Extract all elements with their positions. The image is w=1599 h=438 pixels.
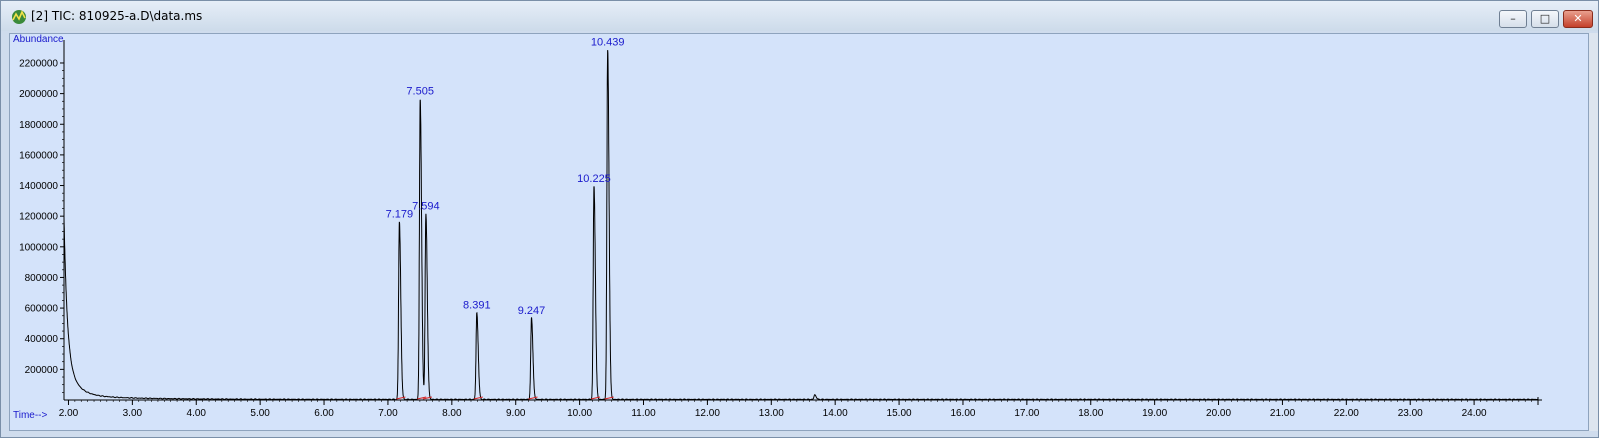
y-axis-title: Abundance [13, 34, 64, 45]
close-button[interactable]: ✕ [1563, 10, 1593, 28]
y-tick-label: 1200000 [19, 212, 58, 223]
maximize-button[interactable]: □ [1531, 10, 1559, 28]
peak-baseline-marker [604, 396, 614, 400]
y-tick-label: 600000 [25, 304, 59, 315]
x-axis-title: Time--> [13, 410, 48, 421]
x-tick-label: 14.00 [823, 408, 848, 419]
window-title: [2] TIC: 810925-a.D\data.ms [31, 9, 203, 23]
minimize-button[interactable]: – [1499, 10, 1527, 28]
x-tick-label: 23.00 [1398, 408, 1423, 419]
y-tick-label: 2000000 [19, 89, 58, 100]
peak-baseline-marker [417, 396, 427, 400]
x-tick-label: 19.00 [1142, 408, 1167, 419]
peak-label: 8.391 [463, 299, 491, 311]
x-tick-label: 12.00 [695, 408, 720, 419]
close-icon: ✕ [1573, 12, 1583, 25]
x-tick-label: 18.00 [1078, 408, 1103, 419]
x-tick-label: 4.00 [187, 408, 207, 419]
x-tick-label: 2.00 [59, 408, 79, 419]
peak-label: 7.505 [406, 86, 434, 98]
title-bar[interactable]: [2] TIC: 810925-a.D\data.ms – □ ✕ [1, 1, 1598, 31]
peak-label: 9.247 [518, 305, 546, 317]
x-tick-label: 20.00 [1206, 408, 1231, 419]
y-tick-label: 1400000 [19, 181, 58, 192]
y-tick-label: 1800000 [19, 120, 58, 131]
axes-group: Abundance Time--> 200000 400000 600000 800000… [13, 34, 1542, 421]
y-tick-label: 200000 [25, 365, 59, 376]
peak-label: 7.179 [386, 208, 414, 220]
y-tick-label: 1600000 [19, 150, 58, 161]
x-tick-label: 24.00 [1462, 408, 1487, 419]
chromatogram-app-icon [12, 10, 26, 24]
chromatogram-svg: Abundance Time--> 200000 400000 600000 800000… [13, 34, 1542, 421]
peak-baseline-marker [396, 396, 406, 400]
x-tick-label: 11.00 [631, 408, 656, 419]
tic-trace-line [63, 50, 1539, 401]
x-tick-label: 8.00 [442, 408, 462, 419]
x-tick-label: 5.00 [250, 408, 270, 419]
vertical-scrollbar[interactable] [1589, 33, 1598, 431]
y-tick-label: 400000 [25, 334, 59, 345]
x-tick-label: 13.00 [759, 408, 784, 419]
peak-baseline-marker [590, 396, 601, 400]
peak-label: 7.594 [412, 201, 440, 213]
y-tick-label: 1000000 [19, 242, 58, 253]
x-tick-label: 7.00 [378, 408, 398, 419]
x-tick-label: 10.00 [567, 408, 592, 419]
x-tick-label: 3.00 [123, 408, 143, 419]
peak-baseline-marker [422, 396, 432, 400]
peak-label: 10.439 [591, 37, 625, 49]
peak-baseline-marker [528, 396, 538, 400]
minimize-icon: – [1510, 12, 1516, 25]
y-tick-label: 2200000 [19, 58, 58, 69]
x-tick-label: 16.00 [950, 408, 975, 419]
peak-labels-group: 7.179 7.505 7.594 8.391 9.247 10.225 10.439 [386, 37, 625, 317]
peak-baseline-marker [473, 396, 483, 400]
chromatogram-plot[interactable]: Abundance Time--> 200000 400000 600000 800000… [9, 33, 1589, 431]
x-tick-label: 15.00 [887, 408, 912, 419]
x-tick-label: 17.00 [1014, 408, 1039, 419]
x-tick-label: 9.00 [506, 408, 526, 419]
x-tick-label: 22.00 [1334, 408, 1359, 419]
x-tick-label: 6.00 [314, 408, 334, 419]
peak-label: 10.225 [577, 173, 611, 185]
y-tick-label: 800000 [25, 273, 59, 284]
maximize-icon: □ [1539, 12, 1551, 25]
trace-group [63, 50, 1539, 401]
x-tick-label: 21.00 [1270, 408, 1295, 419]
